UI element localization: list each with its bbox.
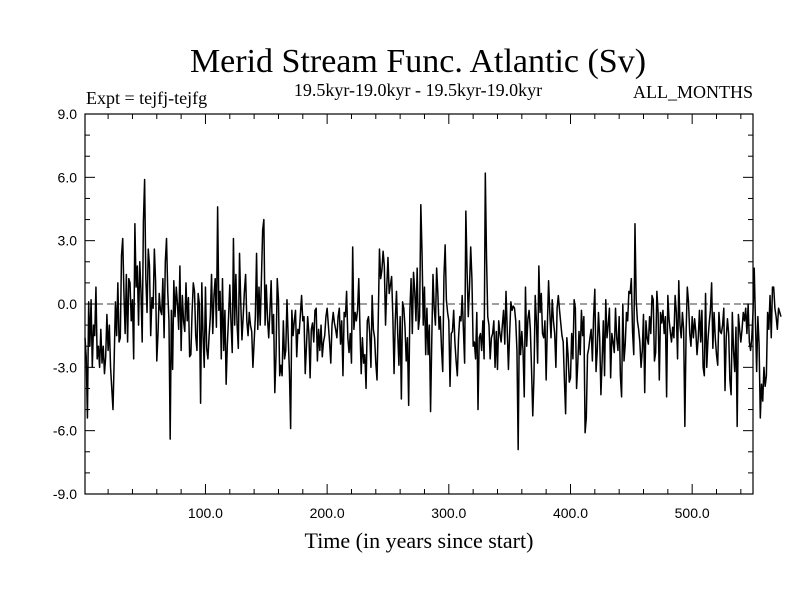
- y-tick-label: -9.0: [53, 486, 77, 502]
- x-tick-label: 300.0: [431, 505, 466, 521]
- period-label: ALL_MONTHS: [633, 82, 753, 102]
- y-tick-label: 0.0: [58, 296, 78, 312]
- x-axis-label: Time (in years since start): [305, 528, 534, 553]
- y-tick-label: -6.0: [53, 423, 77, 439]
- chart-title: Merid Stream Func. Atlantic (Sv): [190, 43, 646, 80]
- x-tick-label: 100.0: [188, 505, 223, 521]
- y-tick-label: -3.0: [53, 359, 77, 375]
- y-tick-label: 3.0: [58, 233, 78, 249]
- y-tick-label: 6.0: [58, 169, 78, 185]
- y-tick-label: 9.0: [58, 106, 78, 122]
- series-line: [84, 172, 782, 451]
- x-tick-label: 200.0: [310, 505, 345, 521]
- chart-subtitle: 19.5kyr-19.0kyr - 19.5kyr-19.0kyr: [294, 80, 542, 100]
- expt-label: Expt = tejfj-tejfg: [86, 88, 207, 108]
- x-tick-label: 400.0: [553, 505, 588, 521]
- x-tick-label: 500.0: [675, 505, 710, 521]
